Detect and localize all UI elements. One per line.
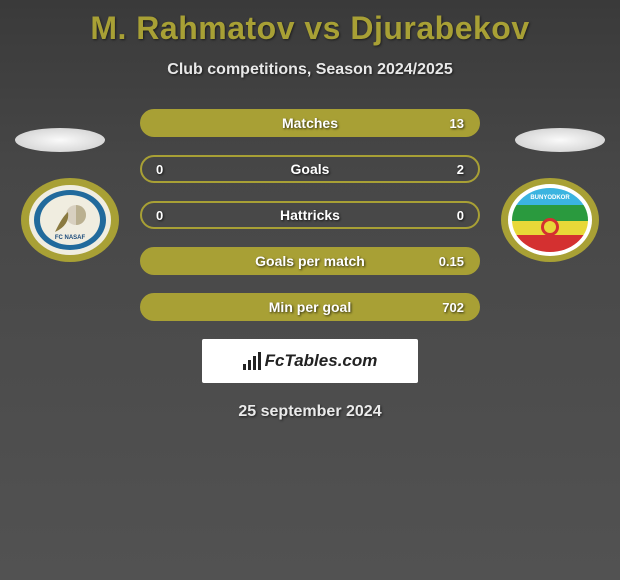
stat-label: Hattricks [280, 207, 340, 223]
player-photo-placeholder-left [15, 128, 105, 152]
brand-badge: FcTables.com [202, 339, 418, 383]
svg-text:FC NASAF: FC NASAF [55, 235, 86, 241]
stat-row: 0 Hattricks 0 [140, 201, 480, 229]
page-subtitle: Club competitions, Season 2024/2025 [0, 61, 620, 79]
stat-left-value: 0 [156, 162, 186, 177]
stat-row: Matches 13 [140, 109, 480, 137]
brand-text: FcTables.com [265, 351, 378, 371]
stat-label: Min per goal [269, 299, 351, 315]
stat-label: Goals [291, 161, 330, 177]
club-crest-left: FC NASAF [20, 177, 120, 263]
stat-right-value: 0.15 [434, 254, 464, 269]
stat-right-value: 2 [434, 162, 464, 177]
stat-label: Goals per match [255, 253, 365, 269]
svg-text:BUNYODKOR: BUNYODKOR [530, 195, 570, 201]
brand-chart-icon [243, 352, 261, 370]
stat-row: Min per goal 702 [140, 293, 480, 321]
stat-row: 0 Goals 2 [140, 155, 480, 183]
stat-right-value: 13 [434, 116, 464, 131]
player-photo-placeholder-right [515, 128, 605, 152]
stat-left-value: 0 [156, 208, 186, 223]
stats-table: Matches 13 0 Goals 2 0 Hattricks 0 Goals… [140, 109, 480, 321]
stat-label: Matches [282, 115, 338, 131]
stat-row: Goals per match 0.15 [140, 247, 480, 275]
page-title: M. Rahmatov vs Djurabekov [0, 0, 620, 47]
club-crest-right: BUNYODKOR [500, 177, 600, 263]
stat-right-value: 0 [434, 208, 464, 223]
stat-right-value: 702 [434, 300, 464, 315]
snapshot-date: 25 september 2024 [0, 403, 620, 421]
